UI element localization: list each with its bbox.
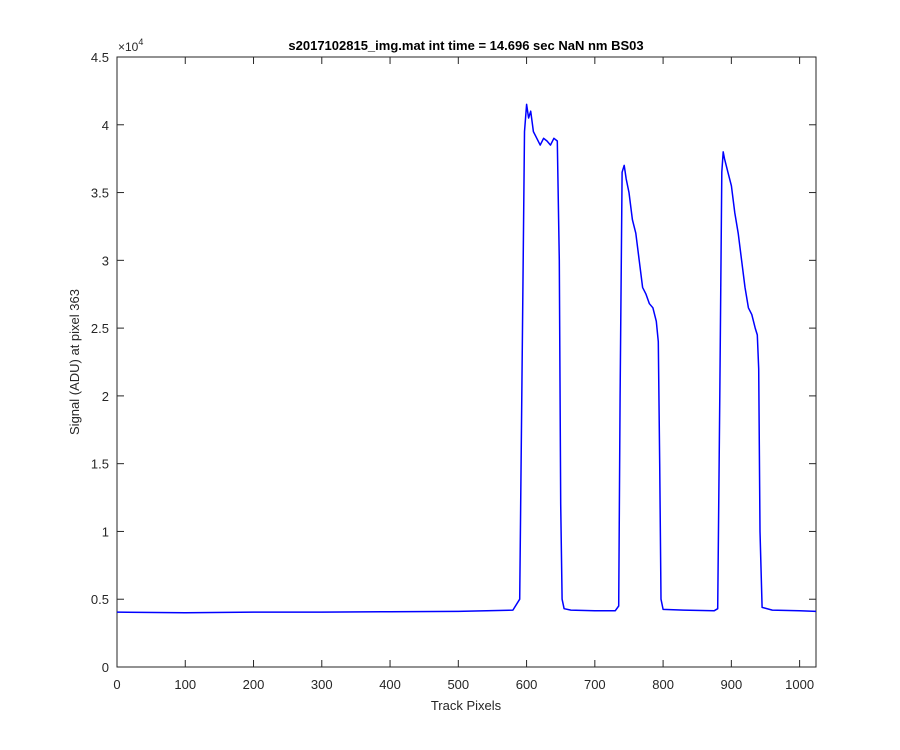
x-tick-label: 1000 — [785, 677, 814, 692]
y-tick-label: 3 — [102, 253, 109, 268]
y-tick-label: 3.5 — [91, 186, 109, 201]
series-line-1 — [116, 103, 817, 614]
x-tick-label: 0 — [113, 677, 120, 692]
x-tick-label: 800 — [652, 677, 674, 692]
y-tick-label: 0.5 — [91, 592, 109, 607]
y-exponent-base: ×10 — [118, 40, 139, 54]
y-tick-label: 4.5 — [91, 50, 109, 65]
y-axis-exponent: ×104 — [118, 37, 143, 54]
x-tick-label: 200 — [243, 677, 265, 692]
x-tick-label: 300 — [311, 677, 333, 692]
y-tick-label: 2 — [102, 389, 109, 404]
x-tick-label: 100 — [174, 677, 196, 692]
y-tick-label: 1.5 — [91, 457, 109, 472]
x-tick-label: 400 — [379, 677, 401, 692]
x-tick-label: 900 — [721, 677, 743, 692]
ticks-layer: 0 100 200 300 400 500 600 700 800 900 1000 0 0.5 1 1.5… — [91, 50, 816, 692]
x-tick-label: 700 — [584, 677, 606, 692]
x-tick-label: 500 — [447, 677, 469, 692]
x-tick-label: 600 — [516, 677, 538, 692]
y-tick-label: 2.5 — [91, 321, 109, 336]
y-tick-label: 4 — [102, 118, 109, 133]
series-layer — [116, 103, 817, 614]
y-exponent-power: 4 — [138, 37, 143, 47]
chart-title: s2017102815_img.mat int time = 14.696 se… — [288, 38, 643, 53]
axes-frame — [116, 56, 817, 668]
y-tick-label: 0 — [102, 660, 109, 675]
y-axis-label: Signal (ADU) at pixel 363 — [67, 289, 82, 435]
x-axis-label: Track Pixels — [431, 698, 502, 713]
plot-area — [116, 56, 817, 668]
y-tick-label: 1 — [102, 524, 109, 539]
